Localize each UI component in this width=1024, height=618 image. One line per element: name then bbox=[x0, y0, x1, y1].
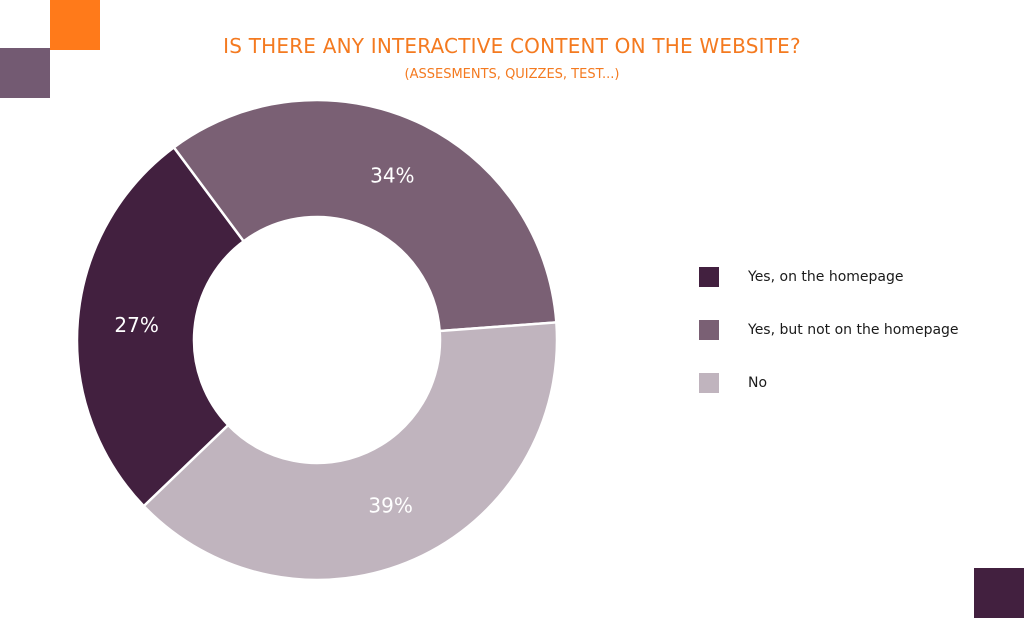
data-label-1: 27% bbox=[114, 313, 158, 337]
chart-subtitle: (ASSESMENTS, QUIZZES, TEST...) bbox=[404, 67, 620, 82]
donut-slice-3 bbox=[142, 321, 559, 582]
decorative-orange-square bbox=[50, 0, 100, 50]
legend-label: Yes, on the homepage bbox=[748, 269, 904, 285]
legend-swatch bbox=[699, 267, 719, 287]
legend-label: Yes, but not on the homepage bbox=[748, 322, 959, 338]
chart-legend: Yes, on the homepage Yes, but not on the … bbox=[699, 267, 959, 426]
legend-item-3: No bbox=[699, 373, 959, 393]
decorative-mauve-square bbox=[0, 48, 50, 98]
chart-title: IS THERE ANY INTERACTIVE CONTENT ON THE … bbox=[223, 34, 801, 58]
donut-slice-2 bbox=[172, 98, 558, 333]
legend-swatch bbox=[699, 373, 719, 393]
decorative-plum-square bbox=[974, 568, 1024, 618]
donut-slice-1 bbox=[75, 145, 246, 508]
data-label-3: 39% bbox=[368, 493, 412, 517]
data-label-2: 34% bbox=[370, 163, 414, 187]
legend-label: No bbox=[748, 375, 768, 391]
legend-item-1: Yes, on the homepage bbox=[699, 267, 959, 287]
legend-item-2: Yes, but not on the homepage bbox=[699, 320, 959, 340]
legend-swatch bbox=[699, 320, 719, 340]
